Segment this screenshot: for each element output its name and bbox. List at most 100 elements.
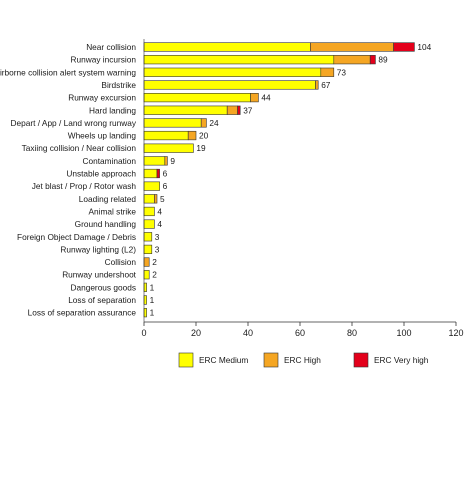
value-label-hard-landing: 37 [243, 105, 253, 115]
legend-label-erc-medium: ERC Medium [199, 355, 248, 365]
bar-runway-undershoot-erc-medium [143, 270, 150, 280]
value-label-taxiing-collision-near-collision: 19 [196, 143, 206, 153]
bar-near-collision-erc-medium [143, 42, 311, 52]
bar-contamination-erc-medium [143, 156, 166, 166]
bar-depart-app-land-wrong-runway-erc-high [200, 118, 207, 128]
category-label-unstable-approach: Unstable approach [66, 169, 136, 179]
category-label-birdstrike: Birdstrike [101, 80, 136, 90]
bar-near-collision-erc-high [310, 42, 394, 52]
bar-birdstrike-erc-high [315, 80, 319, 90]
category-label-hard-landing: Hard landing [89, 105, 136, 115]
category-label-foreign-object-damage-debris: Foreign Object Damage / Debris [17, 232, 136, 242]
bar-birdstrike-erc-medium [143, 80, 316, 90]
category-label-wheels-up-landing: Wheels up landing [68, 131, 137, 141]
x-tick-label-20: 20 [191, 328, 201, 338]
legend: ERC Medium ERC High ERC Very high [178, 352, 429, 368]
bar-jet-blast-prop-rotor-wash-erc-medium [143, 181, 160, 191]
bar-contamination-erc-high [164, 156, 168, 166]
bar-wheels-up-landing-erc-high [187, 130, 197, 141]
legend-swatch-erc-very-high [353, 352, 369, 368]
category-label-jet-blast-prop-rotor-wash: Jet blast / Prop / Rotor wash [32, 181, 137, 191]
value-label-foreign-object-damage-debris: 3 [155, 232, 160, 242]
bar-near-collision-erc-very-high [393, 42, 415, 52]
bar-loading-related-erc-medium [143, 194, 155, 204]
bar-hard-landing-erc-medium [143, 105, 228, 115]
bar-collision-erc-high [143, 257, 150, 267]
bar-runway-excursion-erc-medium [143, 93, 251, 103]
value-label-near-collision: 104 [417, 42, 431, 52]
x-tick-label-0: 0 [141, 328, 146, 338]
category-label-loss-of-separation: Loss of separation [68, 295, 136, 305]
bar-depart-app-land-wrong-runway-erc-medium [143, 118, 202, 128]
category-label-taxiing-collision-near-collision: Taxiing collision / Near collision [22, 143, 137, 153]
category-label-airborne-collision-alert-system-warning: Airborne collision alert system warning [0, 67, 136, 77]
category-label-runway-undershoot: Runway undershoot [62, 270, 136, 280]
category-label-dangerous-goods: Dangerous goods [70, 282, 136, 292]
bar-loss-of-separation-assurance-erc-medium [143, 308, 147, 318]
category-label-contamination: Contamination [82, 156, 136, 166]
bar-hard-landing-erc-very-high [237, 105, 241, 115]
category-labels: Near collision Runway incursion Airborne c… [0, 42, 137, 318]
x-tick-label-60: 60 [295, 328, 305, 338]
bar-hard-landing-erc-high [226, 105, 238, 115]
bar-runway-lighting-l2-erc-medium [143, 244, 153, 255]
category-label-collision: Collision [105, 257, 137, 267]
value-label-dangerous-goods: 1 [150, 282, 155, 292]
bar-foreign-object-damage-debris-erc-medium [143, 232, 153, 242]
bar-dangerous-goods-erc-medium [143, 282, 147, 292]
value-label-runway-undershoot: 2 [152, 270, 157, 280]
value-label-airborne-collision-alert-system-warning: 73 [337, 67, 347, 77]
category-label-near-collision: Near collision [86, 42, 136, 52]
x-axis: 0 20 40 60 80 100 120 [141, 39, 464, 338]
category-label-ground-handling: Ground handling [75, 219, 137, 229]
value-label-loss-of-separation: 1 [150, 295, 155, 305]
legend-label-erc-very-high: ERC Very high [374, 355, 429, 365]
bar-airborne-collision-alert-system-warning-erc-medium [143, 67, 322, 77]
value-label-animal-strike: 4 [157, 206, 162, 216]
bar-animal-strike-erc-medium [143, 206, 155, 217]
bar-ground-handling-erc-medium [143, 219, 155, 229]
bar-airborne-collision-alert-system-warning-erc-high [320, 67, 335, 77]
value-label-depart-app-land-wrong-runway: 24 [209, 118, 219, 128]
category-label-runway-excursion: Runway excursion [68, 93, 136, 103]
category-label-loading-related: Loading related [79, 194, 137, 204]
bar-runway-incursion-erc-high [333, 55, 371, 65]
bar-loss-of-separation-erc-medium [143, 295, 147, 305]
category-label-depart-app-land-wrong-runway: Depart / App / Land wrong runway [11, 118, 137, 128]
bars-layer [143, 42, 415, 318]
category-label-loss-of-separation-assurance: Loss of separation assurance [28, 308, 137, 318]
legend-label-erc-high: ERC High [284, 355, 321, 365]
value-label-unstable-approach: 6 [163, 169, 168, 179]
category-label-runway-incursion: Runway incursion [71, 55, 137, 65]
value-label-loading-related: 5 [160, 194, 165, 204]
legend-swatch-erc-high [263, 352, 279, 368]
x-tick-label-40: 40 [243, 328, 253, 338]
bar-unstable-approach-erc-very-high [156, 168, 160, 179]
bar-runway-incursion-erc-medium [143, 55, 335, 65]
value-label-runway-lighting-l2: 3 [155, 244, 160, 254]
bar-runway-incursion-erc-very-high [369, 55, 376, 65]
value-label-collision: 2 [152, 257, 157, 267]
bar-loading-related-erc-high [154, 194, 158, 204]
bar-runway-excursion-erc-high [250, 93, 259, 103]
category-label-runway-lighting-l2: Runway lighting (L2) [60, 244, 136, 254]
legend-swatch-erc-medium [178, 352, 194, 368]
bar-taxiing-collision-near-collision-erc-medium [143, 143, 194, 153]
value-label-runway-excursion: 44 [261, 93, 271, 103]
value-label-birdstrike: 67 [321, 80, 331, 90]
bar-unstable-approach-erc-medium [143, 168, 158, 179]
value-label-contamination: 9 [170, 156, 175, 166]
x-tick-label-100: 100 [396, 328, 411, 338]
x-tick-label-120: 120 [448, 328, 463, 338]
bar-wheels-up-landing-erc-medium [143, 130, 189, 141]
value-label-ground-handling: 4 [157, 219, 162, 229]
value-label-wheels-up-landing: 20 [199, 131, 209, 141]
value-label-runway-incursion: 89 [378, 55, 388, 65]
value-label-jet-blast-prop-rotor-wash: 6 [163, 181, 168, 191]
value-label-loss-of-separation-assurance: 1 [150, 308, 155, 318]
category-label-animal-strike: Animal strike [89, 206, 137, 216]
x-tick-label-80: 80 [347, 328, 357, 338]
